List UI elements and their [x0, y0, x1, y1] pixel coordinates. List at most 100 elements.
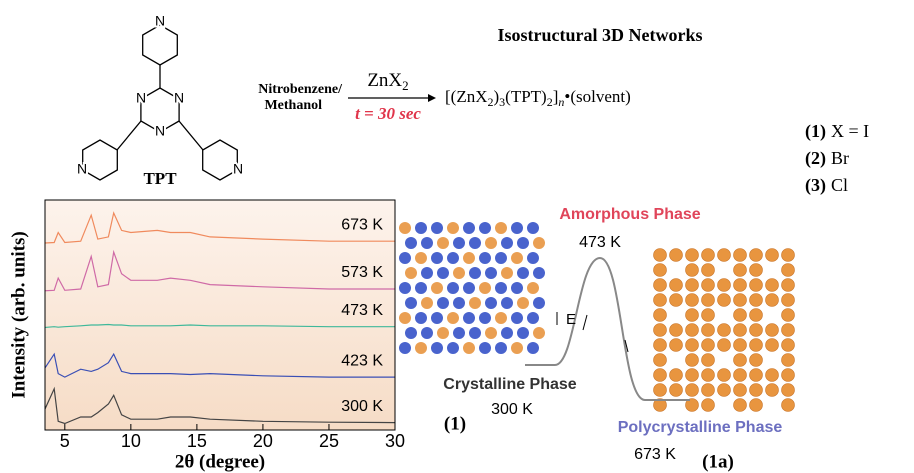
atom-blob [479, 222, 491, 234]
atom-blob [702, 399, 715, 412]
tpt-structure [83, 25, 238, 180]
start-temperature: 300 K [491, 401, 533, 418]
atom-blob [437, 267, 449, 279]
atom-blob [415, 222, 427, 234]
atom-blob [670, 294, 683, 307]
atom-blob [399, 222, 411, 234]
atom-blob [421, 297, 433, 309]
subscript: 2 [402, 78, 409, 93]
atom-blob [734, 384, 747, 397]
atom-blob [702, 279, 715, 292]
atom-blob [517, 237, 529, 249]
atom-blob [463, 252, 475, 264]
atom-blob [437, 237, 449, 249]
atom-blob [686, 384, 699, 397]
atom-blob [527, 342, 539, 354]
atom-blob [405, 237, 417, 249]
atom-blob [501, 327, 513, 339]
atom-blob [782, 264, 795, 277]
atom-blob [415, 252, 427, 264]
atom-blob [750, 324, 763, 337]
p: •(solvent) [564, 87, 630, 106]
atom-blob [670, 324, 683, 337]
atom-blob [511, 252, 523, 264]
atom-blob [782, 279, 795, 292]
atom-blob [734, 324, 747, 337]
atom-blob [469, 237, 481, 249]
atom-blob [686, 354, 699, 367]
atom-blob [501, 297, 513, 309]
atom-blob [654, 264, 667, 277]
path-arrow [583, 315, 587, 330]
atom-blob [437, 327, 449, 339]
x-tick-label: 10 [121, 431, 141, 451]
arrow-head [428, 94, 436, 102]
atom-blob [654, 384, 667, 397]
atom-blob [495, 312, 507, 324]
atom-blob [686, 369, 699, 382]
atom-blob [533, 267, 545, 279]
atom-blob [750, 399, 763, 412]
atom-blob [734, 309, 747, 322]
atom-blob [750, 384, 763, 397]
trace-label: 423 K [341, 352, 383, 369]
ligand-name: TPT [143, 169, 177, 188]
peak-label: Amorphous Phase [559, 206, 700, 223]
atom-blob [447, 282, 459, 294]
atom-blob [766, 279, 779, 292]
atom-blob [533, 327, 545, 339]
atom-blob [453, 237, 465, 249]
compound-id: (3) [805, 175, 826, 196]
atom-blob [734, 294, 747, 307]
atom-blob [750, 294, 763, 307]
atom-blob [782, 399, 795, 412]
end-id: (1a) [702, 451, 734, 472]
atom-blob [501, 267, 513, 279]
atom-blob [766, 369, 779, 382]
atom-blob [718, 324, 731, 337]
atom-blob [702, 354, 715, 367]
atom-blob [469, 267, 481, 279]
atom-blob [734, 399, 747, 412]
atom-blob [734, 339, 747, 352]
atom-blob [479, 312, 491, 324]
atom-blob [479, 282, 491, 294]
atom-blob [766, 324, 779, 337]
atom-blob [702, 249, 715, 262]
compound: (3)Cl [805, 175, 848, 196]
solvent: Methanol [264, 98, 322, 113]
atom-blob [654, 249, 667, 262]
peak-temperature: 473 K [579, 234, 621, 251]
atom-blob [702, 294, 715, 307]
p: [(ZnX [445, 87, 487, 106]
atom-blob [654, 309, 667, 322]
atom-blob [517, 297, 529, 309]
atom-label: N [155, 123, 165, 139]
atom-blob [495, 222, 507, 234]
atom-blob [782, 294, 795, 307]
atom-blob [517, 267, 529, 279]
atom-blob [670, 384, 683, 397]
atom-blob [702, 339, 715, 352]
atom-blob [415, 312, 427, 324]
atom-blob [447, 342, 459, 354]
atom-blob [686, 294, 699, 307]
atom-blob [453, 267, 465, 279]
atom-blob [399, 252, 411, 264]
atom-blob [485, 267, 497, 279]
atom-blob [469, 327, 481, 339]
atom-blob [527, 222, 539, 234]
atom-label: N [155, 13, 165, 29]
compound-id: (2) [805, 148, 826, 169]
atom-blob [782, 369, 795, 382]
compound: (2)Br [805, 148, 849, 169]
atom-blob [782, 354, 795, 367]
atom-blob [431, 222, 443, 234]
atom-blob [479, 342, 491, 354]
x-axis-label: 2θ (degree) [175, 451, 265, 472]
atom-blob [686, 309, 699, 322]
atom-blob [421, 327, 433, 339]
atom-blob [702, 309, 715, 322]
atom-blob [431, 252, 443, 264]
atom-blob [670, 279, 683, 292]
